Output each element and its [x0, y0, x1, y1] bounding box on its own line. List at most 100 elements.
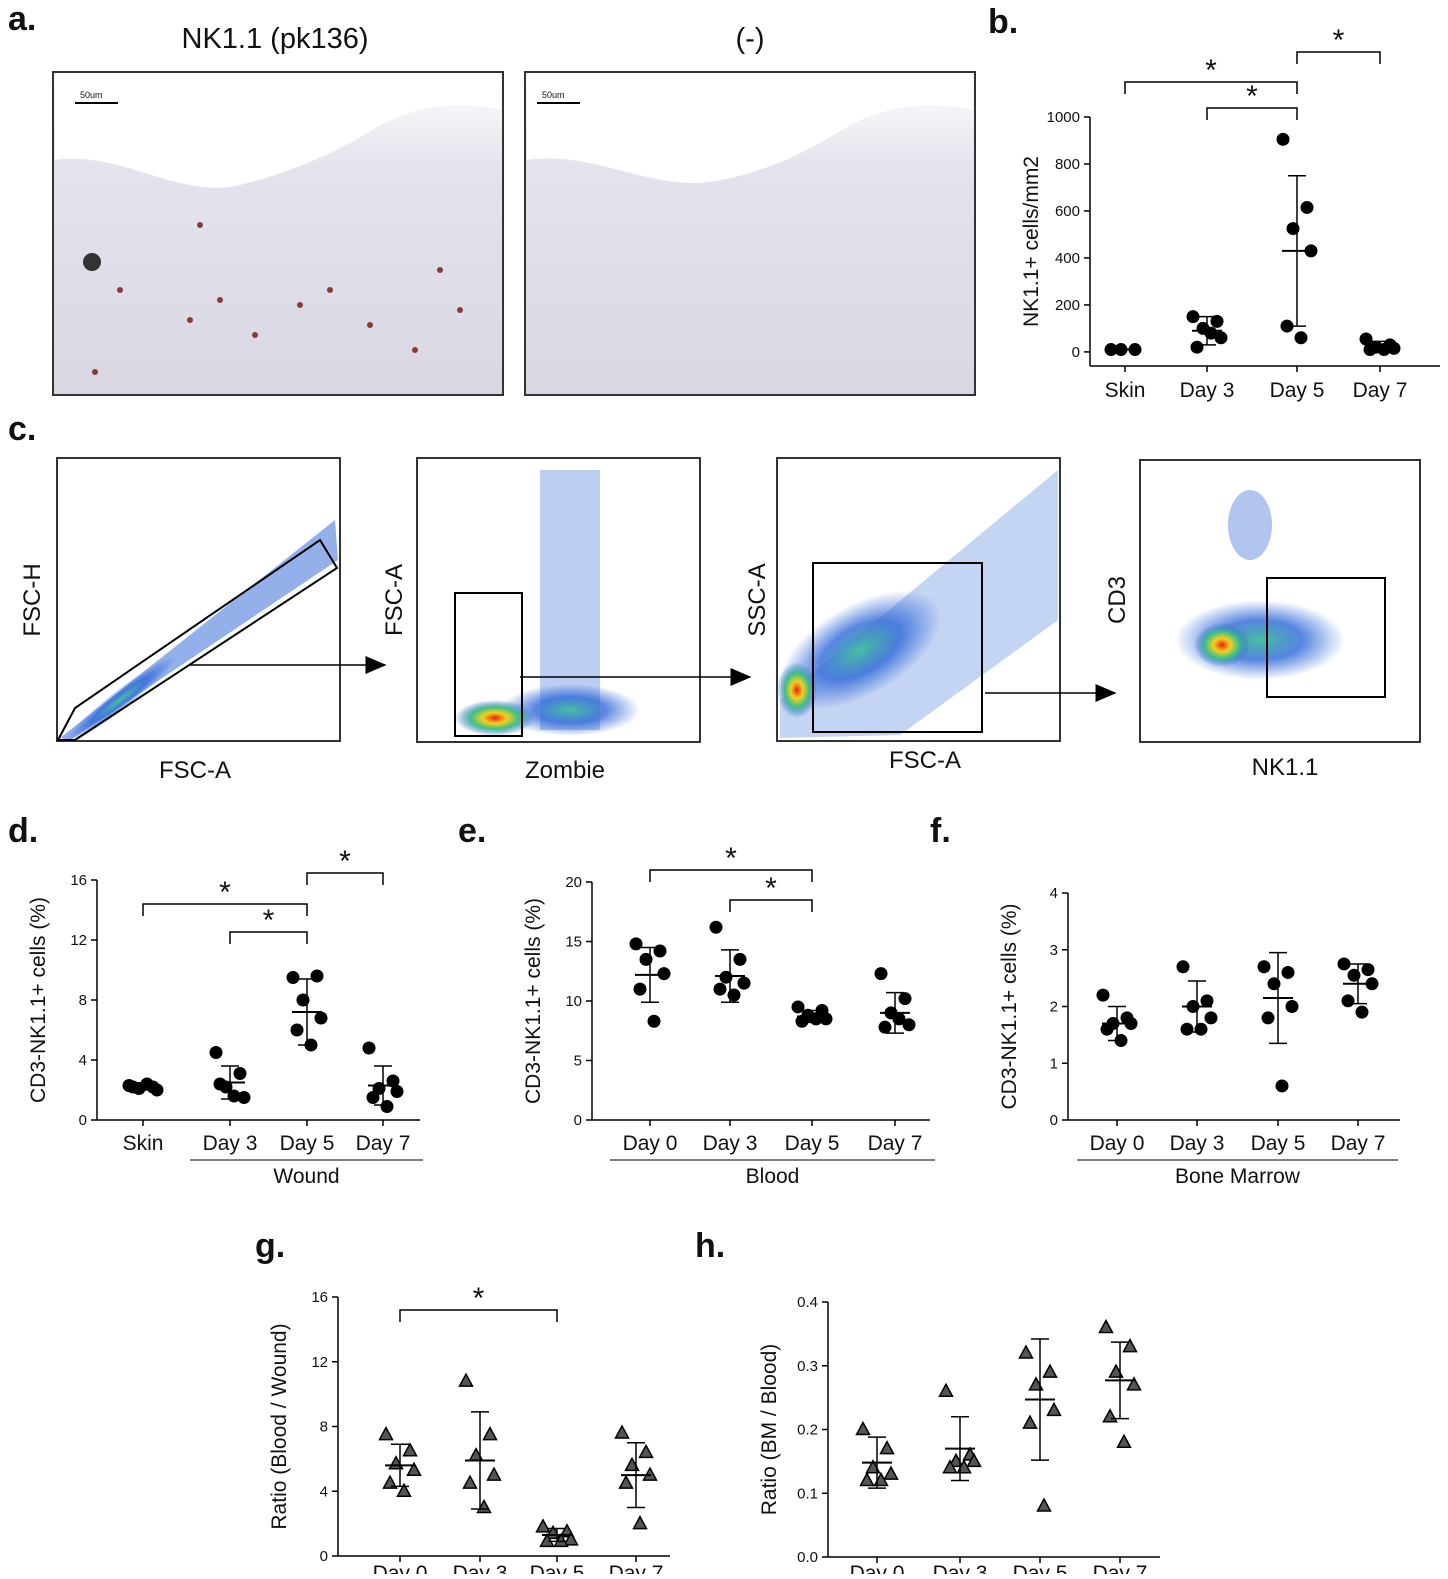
data-point	[902, 1018, 916, 1032]
x-tick-label: Day 3	[453, 1562, 508, 1574]
data-point	[1280, 319, 1294, 333]
y-tick-label: 0.2	[797, 1422, 818, 1439]
x-tick-label: Day 7	[356, 1132, 411, 1155]
data-point	[642, 1466, 658, 1481]
stained-cells	[92, 222, 463, 375]
y-tick-label: 20	[565, 874, 582, 891]
data-point	[386, 1074, 400, 1088]
data-point	[653, 944, 667, 958]
data-point	[878, 1020, 892, 1034]
y-tick-label: 1000	[1047, 109, 1080, 126]
axis-label: CD3	[1104, 576, 1131, 624]
x-tick-label: Day 3	[1180, 379, 1235, 402]
x-tick-label: Day 7	[1353, 379, 1408, 402]
y-tick-label: 0	[574, 1112, 582, 1129]
y-tick-label: 400	[1055, 250, 1080, 267]
axis-label: FSC-A	[381, 564, 408, 636]
image-title: NK1.1 (pk136)	[182, 23, 369, 55]
data-point	[209, 1046, 223, 1059]
significance-bracket	[1206, 107, 1298, 120]
data-point	[1036, 1497, 1052, 1512]
y-tick-label: 4	[79, 1052, 87, 1069]
data-point	[633, 982, 647, 996]
data-point	[1361, 963, 1375, 977]
data-point	[1341, 994, 1355, 1008]
significance-bracket	[306, 872, 384, 885]
data-point	[1200, 994, 1214, 1008]
y-tick-label: 16	[311, 1289, 328, 1306]
data-point	[879, 1440, 895, 1455]
data-point	[638, 1443, 654, 1459]
data-point	[286, 971, 300, 984]
dot-plot: 0 5 10 15 20 CD3-NK1.1+ cells (%) Day 0 Day 3 Da…	[522, 842, 935, 1188]
density	[64, 656, 176, 744]
data-point	[402, 1442, 418, 1457]
axis-label: SSC-A	[744, 563, 771, 636]
flow-plot	[1139, 459, 1421, 743]
density	[1228, 490, 1272, 560]
significance-label: *	[339, 845, 351, 878]
y-axis-label: Ratio (Blood / Wound)	[268, 1323, 291, 1529]
data-point	[1276, 132, 1290, 146]
significance-label: *	[765, 872, 777, 905]
data-point	[535, 1518, 551, 1533]
flow-plot	[56, 457, 341, 742]
density	[778, 590, 942, 710]
axis-label: FSC-A	[159, 757, 231, 784]
significance-bracket	[399, 1309, 558, 1322]
data-point	[1257, 960, 1271, 974]
data-point	[855, 1420, 871, 1436]
x-tick-label: Day 3	[933, 1562, 988, 1574]
y-axis-label: CD3-NK1.1+ cells (%)	[27, 897, 50, 1103]
data-point	[874, 967, 888, 981]
data-point	[1285, 1000, 1299, 1013]
scale-bar-label: 50um	[542, 90, 565, 100]
data-point	[1100, 1022, 1114, 1036]
data-point	[1210, 314, 1224, 328]
data-point	[618, 1474, 634, 1489]
data-point	[629, 937, 643, 951]
x-tick-label: Day 5	[530, 1562, 585, 1574]
y-axis-label: CD3-NK1.1+ cells (%)	[522, 898, 545, 1104]
axis-label: FSC-H	[19, 563, 46, 636]
data-point	[1096, 988, 1110, 1002]
dot-plot: 0 4 8 12 16 CD3-NK1.1+ cells (%) Skin Day 3 Day …	[27, 845, 423, 1188]
y-tick-label: 800	[1055, 156, 1080, 173]
data-point	[791, 1000, 805, 1014]
data-point	[378, 1426, 394, 1441]
density	[455, 700, 535, 736]
data-point	[966, 1452, 982, 1468]
y-tick-label: 15	[565, 934, 582, 951]
data-point	[1281, 965, 1295, 979]
y-tick-label: 0.0	[797, 1549, 818, 1566]
y-tick-label: 2	[1050, 999, 1058, 1016]
data-point	[462, 1474, 478, 1489]
y-tick-label: 0.3	[797, 1358, 818, 1375]
y-tick-label: 0	[1050, 1112, 1058, 1129]
y-tick-label: 4	[1050, 885, 1058, 902]
data-point	[1337, 957, 1351, 971]
image-title: (-)	[736, 23, 765, 55]
x-tick-label: Day 5	[1270, 379, 1325, 402]
y-tick-label: 0	[1072, 344, 1080, 361]
panel-label: h.	[695, 1227, 725, 1265]
data-point	[406, 1461, 422, 1476]
x-tick-label: Day 7	[1093, 1562, 1148, 1574]
y-tick-label: 4	[320, 1483, 328, 1500]
data-point	[563, 1531, 579, 1546]
data-point	[233, 1067, 247, 1080]
x-tick-label: Day 3	[203, 1132, 258, 1155]
panel-label: e.	[458, 812, 486, 850]
x-tick-label: Day 5	[785, 1132, 840, 1155]
data-point	[1180, 1022, 1194, 1036]
y-axis-label: CD3-NK1.1+ cells (%)	[998, 904, 1021, 1110]
data-point	[482, 1426, 498, 1441]
data-point	[709, 920, 723, 934]
artifact	[83, 253, 101, 271]
y-tick-label: 16	[70, 872, 87, 889]
data-point	[458, 1372, 474, 1387]
significance-bracket	[1296, 51, 1381, 64]
data-point	[1300, 200, 1314, 214]
x-tick-label: Skin	[1105, 379, 1146, 402]
